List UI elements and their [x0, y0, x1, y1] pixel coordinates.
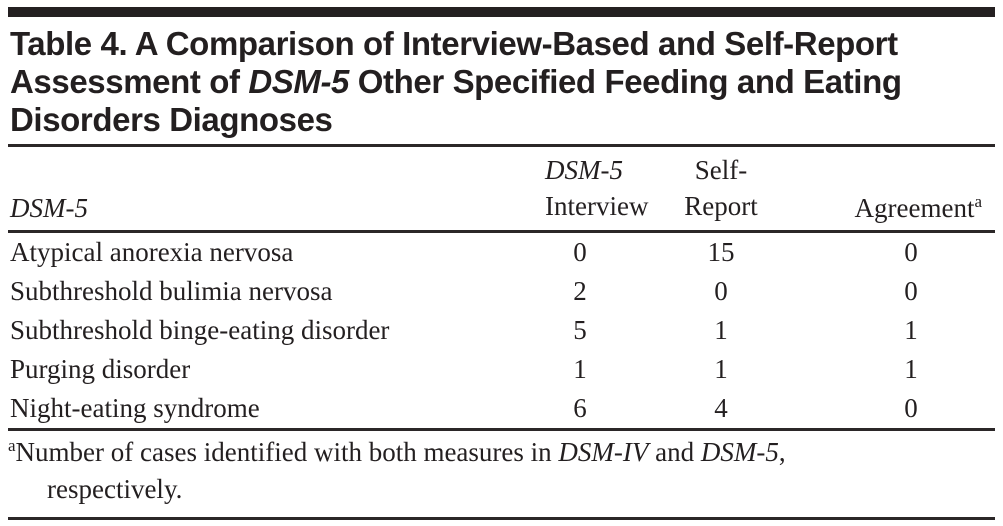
interview-count-cell: 1	[573, 354, 587, 384]
interview-header-line1: DSM-5	[545, 152, 623, 188]
title-dsm5-italic: DSM-5	[248, 63, 350, 100]
title-line-2: Assessment of DSM-5 Other Specified Feed…	[10, 63, 995, 101]
column-header-agreement: Agreementa	[827, 145, 995, 233]
column-header-dsm5: DSM-5	[8, 145, 545, 233]
column-header-dsm5-interview: DSM-5 Interview	[545, 145, 649, 233]
footnote-text-post: ,	[778, 437, 786, 467]
self-report-count-cell: 15	[707, 237, 735, 267]
footnote: aNumber of cases identified with both me…	[8, 431, 995, 520]
agreement-count-cell: 1	[904, 315, 918, 345]
self-report-count-cell: 4	[615, 389, 827, 431]
self-report-count-cell: 1	[714, 354, 728, 384]
footnote-text-pre: Number of cases identified with both mea…	[15, 437, 559, 467]
agreement-count-cell: 0	[904, 276, 918, 306]
agreement-footnote-marker: a	[974, 192, 982, 211]
diagnosis-cell: Subthreshold binge-eating disorder	[10, 315, 390, 345]
title-line-1: Table 4. A Comparison of Interview-Based…	[10, 25, 898, 62]
column-header-self-report: Self- Report	[615, 145, 827, 233]
interview-header-line2: Interview	[545, 191, 649, 221]
agreement-header-label: Agreement	[854, 193, 975, 223]
footnote-dsm-5-italic: DSM-5	[700, 437, 779, 467]
interview-count-cell: 5	[573, 315, 587, 345]
diagnosis-cell: Subthreshold bulimia nervosa	[10, 276, 333, 306]
table-row: Night-eating syndrome 6 4 0	[8, 389, 995, 431]
self-report-count-cell: 1	[714, 315, 728, 345]
title-line-2-pre: Assessment of	[10, 63, 249, 100]
table-row: Atypical anorexia nervosa 0 15 0	[8, 232, 995, 273]
table-row: Purging disorder 1 1 1	[8, 350, 995, 389]
footnote-line1: aNumber of cases identified with both me…	[8, 434, 995, 471]
top-rule-bar	[8, 7, 995, 17]
footnote-text-mid: and	[648, 437, 701, 467]
interview-header-dsm5-italic: DSM-5	[545, 155, 623, 185]
interview-count-cell: 6	[545, 389, 615, 431]
diagnosis-cell: Purging disorder	[10, 354, 191, 384]
header-row: DSM-5 DSM-5 Interview Self- Report Agree…	[8, 145, 995, 233]
diagnosis-cell: Night-eating syndrome	[8, 389, 545, 431]
interview-count-cell: 2	[573, 276, 587, 306]
title-line-2-post: Other Specified Feeding and Eating	[349, 63, 902, 100]
table-row: Subthreshold bulimia nervosa 2 0 0	[8, 272, 995, 311]
footnote-line2: respectively.	[47, 474, 183, 504]
table-title: Table 4. A Comparison of Interview-Based…	[10, 25, 995, 139]
agreement-count-cell: 0	[904, 237, 918, 267]
agreement-count-cell: 1	[904, 354, 918, 384]
table-row: Subthreshold binge-eating disorder 5 1 1	[8, 311, 995, 350]
footnote-dsm-iv-italic: DSM-IV	[558, 437, 649, 467]
self-report-header-line2: Report	[684, 191, 758, 221]
diagnosis-cell: Atypical anorexia nervosa	[10, 237, 294, 267]
comparison-table: DSM-5 DSM-5 Interview Self- Report Agree…	[8, 144, 995, 431]
agreement-count-cell: 0	[827, 389, 995, 431]
dsm5-header-label: DSM-5	[10, 193, 88, 223]
self-report-header-line1: Self-	[694, 155, 748, 185]
self-report-count-cell: 0	[714, 276, 728, 306]
interview-count-cell: 0	[573, 237, 587, 267]
footnote-marker: a	[8, 436, 16, 455]
title-line-3: Disorders Diagnoses	[10, 101, 333, 138]
